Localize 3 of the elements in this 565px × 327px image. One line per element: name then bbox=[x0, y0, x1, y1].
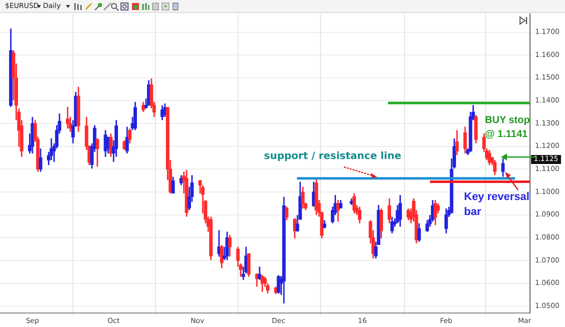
ref-line-label: support / resistance line bbox=[264, 150, 402, 162]
annotation: Key reversal bar bbox=[464, 190, 530, 220]
annotation: BUY stop @ 1.1141 bbox=[485, 114, 531, 142]
